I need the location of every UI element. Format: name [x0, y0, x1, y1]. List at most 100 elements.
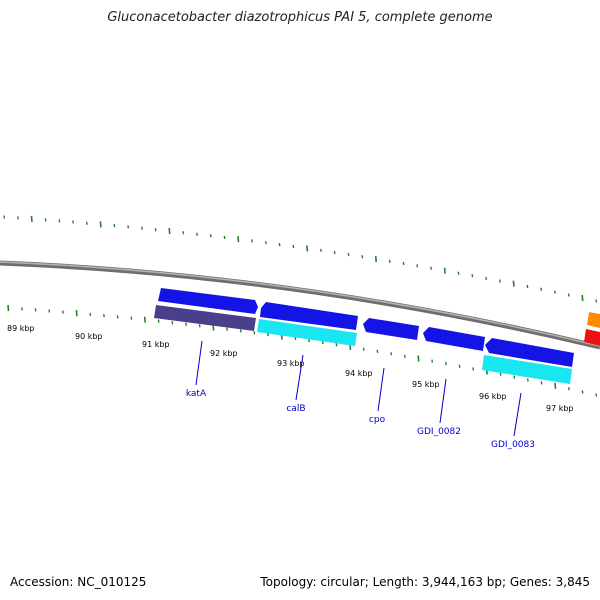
forward-gene-track [158, 288, 574, 367]
minor-tick [513, 375, 516, 379]
minor-tick [595, 393, 598, 397]
minor-tick [388, 259, 391, 263]
kbp-label: 93 kbp [277, 359, 305, 368]
minor-tick [116, 315, 119, 319]
minor-tick [253, 331, 256, 335]
minor-tick [499, 372, 502, 376]
minor-tick [540, 381, 543, 385]
callout-line-calB [295, 354, 304, 401]
minor-tick [320, 248, 322, 253]
minor-tick [581, 390, 584, 394]
minor-tick [472, 367, 475, 371]
minor-tick [85, 221, 88, 225]
gene-label-katA[interactable]: katA [186, 389, 207, 399]
kbp-label: 92 kbp [210, 349, 238, 358]
minor-tick [103, 313, 105, 318]
minor-tick [154, 228, 157, 232]
minor-tick [223, 235, 226, 240]
major-tick [554, 382, 557, 389]
kbp-label: 96 kbp [479, 392, 507, 401]
minor-tick [595, 299, 598, 303]
kbp-label: 97 kbp [546, 404, 574, 413]
minor-tick [21, 307, 23, 311]
minor-tick [333, 250, 336, 255]
kbp-label: 89 kbp [7, 324, 35, 333]
minor-tick [196, 232, 198, 236]
minor-tick [113, 223, 116, 228]
minor-tick [347, 252, 350, 257]
minor-tick [471, 274, 474, 278]
page-title: Gluconacetobacter diazotrophicus PAI 5, … [107, 10, 493, 25]
minor-tick [567, 293, 570, 297]
reverse-gene-track [154, 305, 572, 384]
minor-tick [226, 327, 228, 331]
minor-tick [209, 234, 212, 238]
major-tick [75, 310, 78, 317]
gene-label-calB[interactable]: calB [286, 404, 305, 414]
genome-backbone-highlight [0, 261, 600, 347]
genome-backbone [0, 260, 600, 350]
feature-orange[interactable] [587, 312, 600, 328]
minor-tick [251, 239, 253, 243]
gene-label-GDI_0083[interactable]: GDI_0083 [491, 440, 535, 450]
minor-tick [44, 218, 47, 222]
minor-tick [239, 329, 242, 333]
minor-tick [376, 349, 379, 354]
kbp-labels: 89 kbp 90 kbp 91 kbp 92 kbp 93 kbp 94 kb… [7, 324, 574, 413]
minor-tick [130, 316, 133, 320]
minor-tick [278, 242, 281, 247]
gene-bar-cyan-1[interactable] [257, 319, 357, 346]
gene-arrow-calB[interactable] [260, 302, 358, 330]
gene-label-GDI_0082[interactable]: GDI_0082 [417, 427, 461, 437]
gene-bar-slate[interactable] [154, 305, 256, 331]
minor-tick [182, 231, 185, 235]
kbp-label: 90 kbp [75, 332, 103, 341]
minor-tick [141, 226, 143, 230]
minor-tick [485, 276, 488, 281]
minor-tick [390, 352, 393, 356]
major-tick [417, 355, 420, 362]
minor-tick [416, 264, 419, 268]
major-tick [512, 280, 515, 287]
major-tick [30, 215, 33, 222]
minor-tick [264, 241, 267, 245]
callout-line-katA [195, 340, 203, 386]
gene-callouts [195, 340, 522, 437]
minor-tick [526, 378, 529, 382]
gene-label-cpo[interactable]: cpo [369, 415, 386, 425]
minor-tick [17, 216, 19, 220]
minor-tick [62, 310, 64, 314]
minor-tick [34, 308, 37, 312]
minor-tick [526, 284, 529, 289]
callout-line-GDI_0082 [439, 378, 447, 424]
minor-tick [540, 287, 543, 291]
minor-tick [430, 266, 432, 270]
minor-tick [361, 255, 364, 259]
upper-tick-track [3, 215, 598, 303]
gene-arrow-cpo[interactable] [363, 318, 419, 340]
genome-summary-text: Topology: circular; Length: 3,944,163 bp… [260, 575, 590, 589]
major-tick [99, 221, 102, 228]
minor-tick [3, 215, 6, 219]
minor-tick [402, 261, 405, 266]
major-tick [443, 267, 446, 274]
accession-text: Accession: NC_010125 [10, 575, 147, 589]
minor-tick [58, 219, 61, 223]
minor-tick [362, 347, 365, 351]
gene-arrow-GDI_0082[interactable] [423, 327, 485, 351]
gene-arrow-katA[interactable] [158, 288, 258, 314]
gene-bar-cyan-2[interactable] [482, 355, 572, 384]
gene-arrow-GDI_0083[interactable] [485, 338, 574, 367]
minor-tick [292, 244, 295, 249]
major-tick [237, 236, 240, 243]
gene-labels: katA calB cpo GDI_0082 GDI_0083 [186, 389, 535, 450]
minor-tick [308, 338, 310, 343]
minor-tick [335, 343, 338, 347]
minor-tick [403, 354, 406, 358]
minor-tick [72, 220, 74, 224]
major-tick [581, 294, 584, 302]
minor-tick [157, 319, 160, 323]
feature-red[interactable] [584, 329, 600, 346]
minor-tick [554, 290, 556, 294]
